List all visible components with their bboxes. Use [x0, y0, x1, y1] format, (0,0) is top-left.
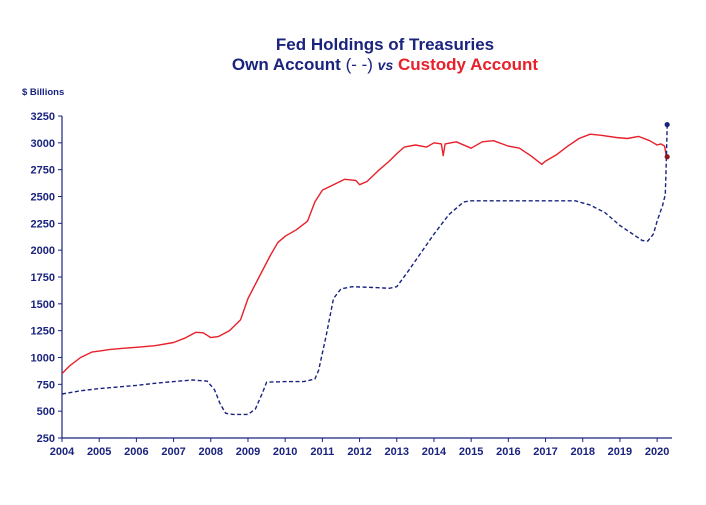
x-tick-label: 2018 [570, 446, 594, 458]
x-tick-label: 2012 [347, 446, 371, 458]
subtitle-own-marker: (- -) [346, 55, 378, 74]
end-markers [664, 121, 670, 160]
y-tick-label: 2500 [31, 192, 55, 204]
x-tick-label: 2009 [236, 446, 260, 458]
y-tick-label: 1250 [31, 326, 55, 338]
x-tick-label: 2015 [459, 446, 483, 458]
x-tick-label: 2007 [161, 446, 185, 458]
subtitle-own-account: Own Account [232, 55, 341, 74]
y-tick-label: 2750 [31, 165, 55, 177]
x-tick-label: 2004 [50, 446, 75, 458]
series-line-own [61, 124, 668, 416]
subtitle-vs: vs [378, 57, 394, 73]
series-group [61, 124, 668, 416]
axes [61, 116, 672, 439]
x-tick-label: 2016 [496, 446, 520, 458]
chart-title: Fed Holdings of Treasuries [276, 35, 494, 54]
y-tick-label: 2250 [31, 218, 55, 230]
end-marker-1 [664, 154, 670, 160]
y-tick-label: 2000 [31, 245, 55, 257]
y-axis-label: $ Billions [22, 87, 64, 98]
subtitle-custody-account: Custody Account [398, 55, 538, 74]
x-tick-label: 2017 [533, 446, 557, 458]
x-tick-label: 2020 [645, 446, 669, 458]
x-tick-label: 2005 [87, 446, 111, 458]
y-tick-label: 3000 [31, 138, 55, 150]
y-ticks: 250 500 750 1000 1250 1500 1750 2000 2250 2500 275… [31, 111, 62, 445]
y-tick-label: 1500 [31, 299, 55, 311]
chart-subtitle: Own Account (- -) vs Custody Account [232, 55, 539, 74]
y-tick-label: 1000 [31, 353, 55, 365]
y-tick-label: 750 [37, 379, 55, 391]
end-marker-0 [664, 121, 670, 128]
x-ticks: 2004 2005 2006 2007 2008 2009 2010 2011 2012 2013… [50, 438, 669, 458]
y-tick-label: 500 [37, 406, 55, 418]
x-tick-label: 2019 [608, 446, 632, 458]
x-tick-label: 2010 [273, 446, 297, 458]
series-line-custody [61, 133, 668, 375]
x-tick-label: 2008 [199, 446, 223, 458]
x-tick-label: 2013 [385, 446, 409, 458]
y-tick-label: 1750 [31, 272, 55, 284]
x-tick-label: 2011 [310, 446, 334, 458]
y-tick-label: 250 [37, 433, 55, 445]
x-tick-label: 2014 [422, 446, 447, 458]
x-tick-label: 2006 [124, 446, 148, 458]
y-tick-label: 3250 [31, 111, 55, 123]
